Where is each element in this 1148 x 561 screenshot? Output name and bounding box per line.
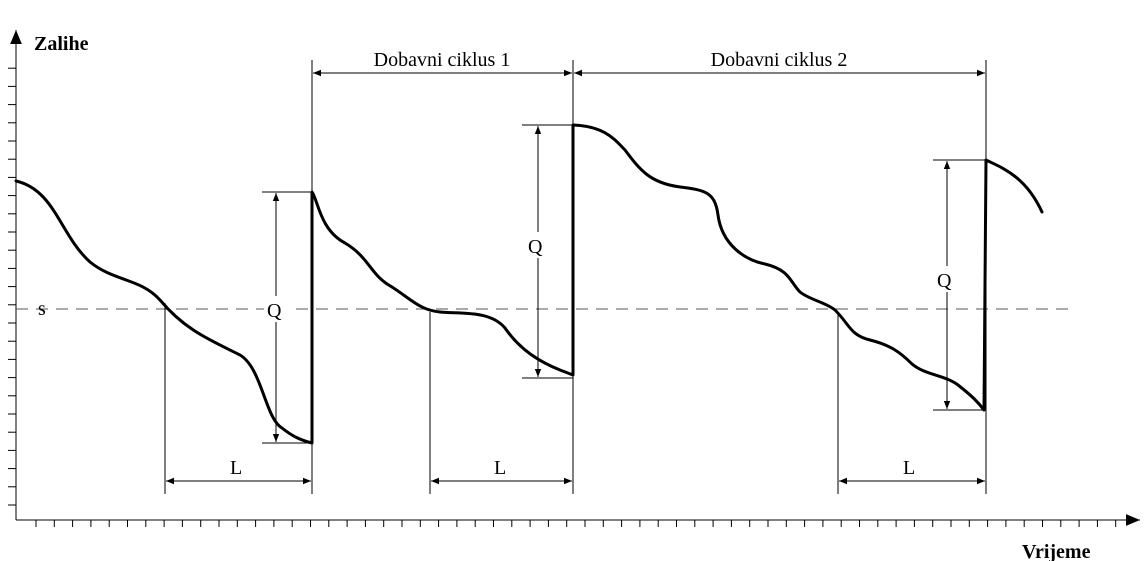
y-axis-title: Zalihe — [34, 33, 89, 55]
supply-cycle-2: Dobavni ciklus 2 — [574, 49, 985, 77]
reorder-level-label: s — [38, 298, 46, 320]
lead-time-label-2: L — [494, 457, 506, 479]
y-axis-ticks — [8, 67, 16, 506]
q-label-2: Q — [528, 236, 543, 258]
supply-cycle-1: Dobavni ciklus 1 — [313, 49, 572, 77]
lead-time-dimension-2: L — [431, 457, 572, 485]
supply-cycle-1-label: Dobavni ciklus 1 — [374, 49, 511, 71]
q-dimension-1: Q — [264, 193, 288, 442]
supply-cycle-2-label: Dobavni ciklus 2 — [711, 49, 848, 71]
inventory-level-curve — [14, 123, 1044, 445]
reference-lines — [164, 60, 987, 494]
q-dimension-2: Q — [526, 126, 550, 377]
lead-time-label-1: L — [230, 457, 242, 479]
q-dimension-3: Q — [935, 161, 959, 409]
lead-time-label-3: L — [903, 457, 915, 479]
x-axis-ticks — [35, 520, 1117, 527]
y-axis — [8, 30, 22, 520]
lead-time-dimension-1: L — [166, 457, 311, 485]
q-extension-lines — [262, 124, 986, 444]
lead-time-dimension-3: L — [839, 457, 985, 485]
q-label-3: Q — [937, 270, 952, 292]
q-label-1: Q — [267, 300, 282, 322]
x-axis-title: Vrijeme — [1022, 541, 1091, 561]
x-axis — [16, 514, 1140, 527]
